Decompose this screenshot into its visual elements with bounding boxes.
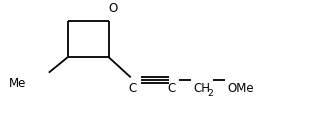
Text: C: C: [168, 82, 176, 95]
Text: Me: Me: [9, 77, 26, 90]
Text: C: C: [129, 82, 137, 95]
Text: OMe: OMe: [227, 82, 254, 95]
Text: CH: CH: [193, 82, 210, 95]
Text: 2: 2: [207, 89, 213, 98]
Text: O: O: [109, 2, 118, 15]
